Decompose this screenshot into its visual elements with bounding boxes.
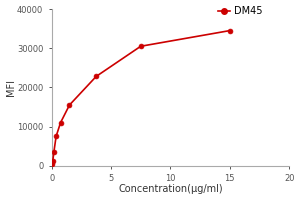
DM45: [94, 75, 98, 78]
DM45: [51, 160, 55, 162]
DM45: [52, 151, 56, 153]
Y-axis label: MFI: MFI: [6, 79, 16, 96]
Legend: DM45: DM45: [218, 6, 262, 16]
DM45: [68, 104, 71, 106]
Line: DM45: DM45: [50, 28, 232, 166]
X-axis label: Concentration(μg/ml): Concentration(μg/ml): [118, 184, 223, 194]
DM45: [59, 121, 62, 124]
DM45: [228, 29, 232, 32]
DM45: [139, 45, 142, 47]
DM45: [54, 135, 58, 138]
DM45: [50, 163, 54, 165]
